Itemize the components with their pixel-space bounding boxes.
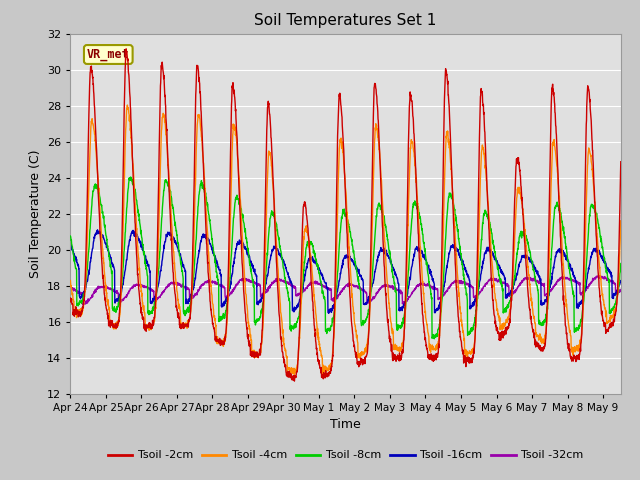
Text: VR_met: VR_met bbox=[87, 48, 130, 61]
Y-axis label: Soil Temperature (C): Soil Temperature (C) bbox=[29, 149, 42, 278]
Title: Soil Temperatures Set 1: Soil Temperatures Set 1 bbox=[255, 13, 436, 28]
Legend: Tsoil -2cm, Tsoil -4cm, Tsoil -8cm, Tsoil -16cm, Tsoil -32cm: Tsoil -2cm, Tsoil -4cm, Tsoil -8cm, Tsoi… bbox=[103, 446, 588, 465]
X-axis label: Time: Time bbox=[330, 418, 361, 431]
